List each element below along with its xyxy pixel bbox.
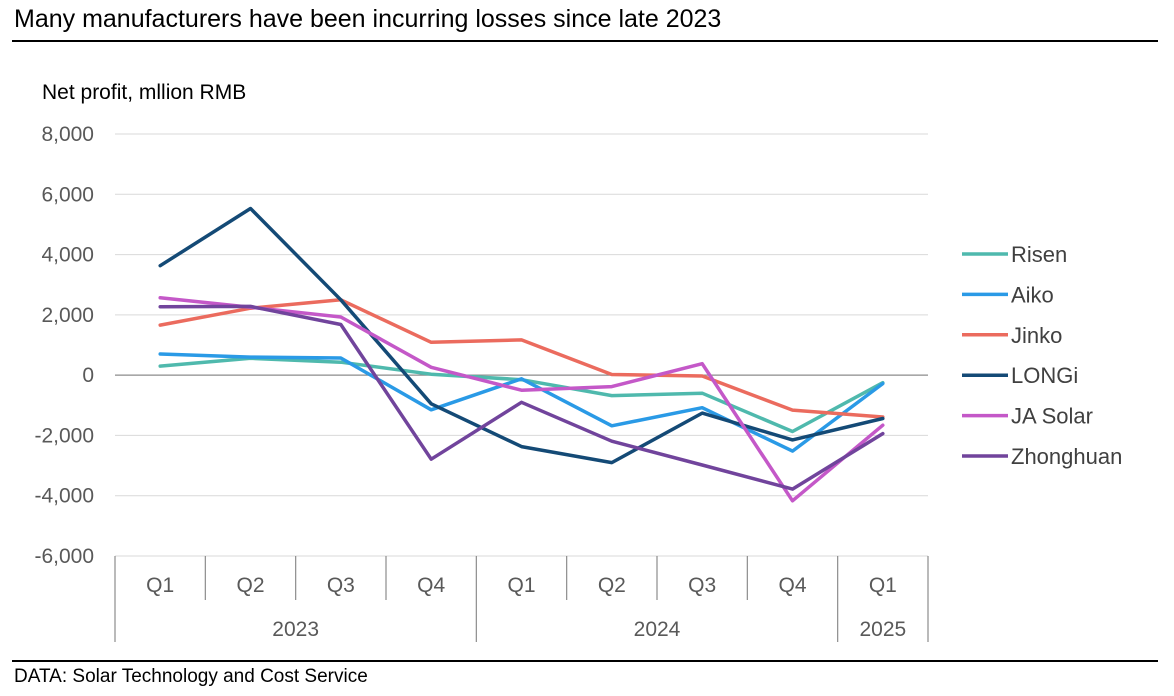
series-line-zhonghuan xyxy=(158,304,885,491)
y-tick-label: 4,000 xyxy=(41,244,94,267)
legend-label: Risen xyxy=(1011,242,1067,267)
series-line-risen xyxy=(158,356,885,434)
x-tick-label: Q3 xyxy=(688,574,716,597)
year-label: 2025 xyxy=(859,618,906,641)
legend-label: LONGi xyxy=(1011,363,1078,388)
y-tick-label: 2,000 xyxy=(41,304,94,327)
x-tick-label: Q1 xyxy=(146,574,174,597)
series-line-jinko xyxy=(158,298,885,419)
series-lines xyxy=(158,206,885,503)
gridlines xyxy=(115,133,928,557)
title-rule xyxy=(12,40,1158,42)
y-tick-label: 6,000 xyxy=(41,183,94,206)
x-tick-label: Q1 xyxy=(507,574,535,597)
x-tick-label: Q4 xyxy=(417,574,445,597)
series-line-aiko xyxy=(158,352,885,453)
y-tick-label: -6,000 xyxy=(34,545,94,568)
x-tick-label: Q2 xyxy=(236,574,264,597)
y-tick-labels: 8,000 6,000 4,000 2,000 0 -2,000 -4,000 -6,000 xyxy=(34,123,94,568)
x-tick-label: Q1 xyxy=(869,574,897,597)
y-tick-label: -2,000 xyxy=(34,424,94,447)
x-tick-label: Q2 xyxy=(598,574,626,597)
x-tick-labels: Q1 Q2 Q3 Q4 Q1 Q2 Q3 Q4 Q1 2023 2024 2025 xyxy=(146,574,906,641)
source-rule xyxy=(12,660,1158,662)
x-tick-label: Q4 xyxy=(778,574,806,597)
year-label: 2024 xyxy=(634,618,681,641)
legend-label: Jinko xyxy=(1011,323,1062,348)
x-tick-label: Q3 xyxy=(327,574,355,597)
series-line-ja-solar xyxy=(158,295,885,503)
y-tick-label: 8,000 xyxy=(41,123,94,146)
legend-label: JA Solar xyxy=(1011,404,1093,429)
year-label: 2023 xyxy=(272,618,319,641)
chart-title: Many manufacturers have been incurring l… xyxy=(14,5,722,33)
legend-label: Zhonghuan xyxy=(1011,444,1122,469)
line-chart: Net profit, mllion RMB 8,000 6,000 4,000 2,… xyxy=(34,81,1122,642)
y-tick-label: 0 xyxy=(82,364,94,387)
legend: Risen Aiko Jinko LONGi JA Solar Zhonghuan xyxy=(962,242,1122,469)
axes xyxy=(114,374,929,642)
source-note: DATA: Solar Technology and Cost Service xyxy=(14,666,368,687)
series-line-longi xyxy=(158,206,885,465)
legend-label: Aiko xyxy=(1011,282,1054,307)
y-tick-label: -4,000 xyxy=(34,485,94,508)
y-axis-label: Net profit, mllion RMB xyxy=(42,81,246,104)
